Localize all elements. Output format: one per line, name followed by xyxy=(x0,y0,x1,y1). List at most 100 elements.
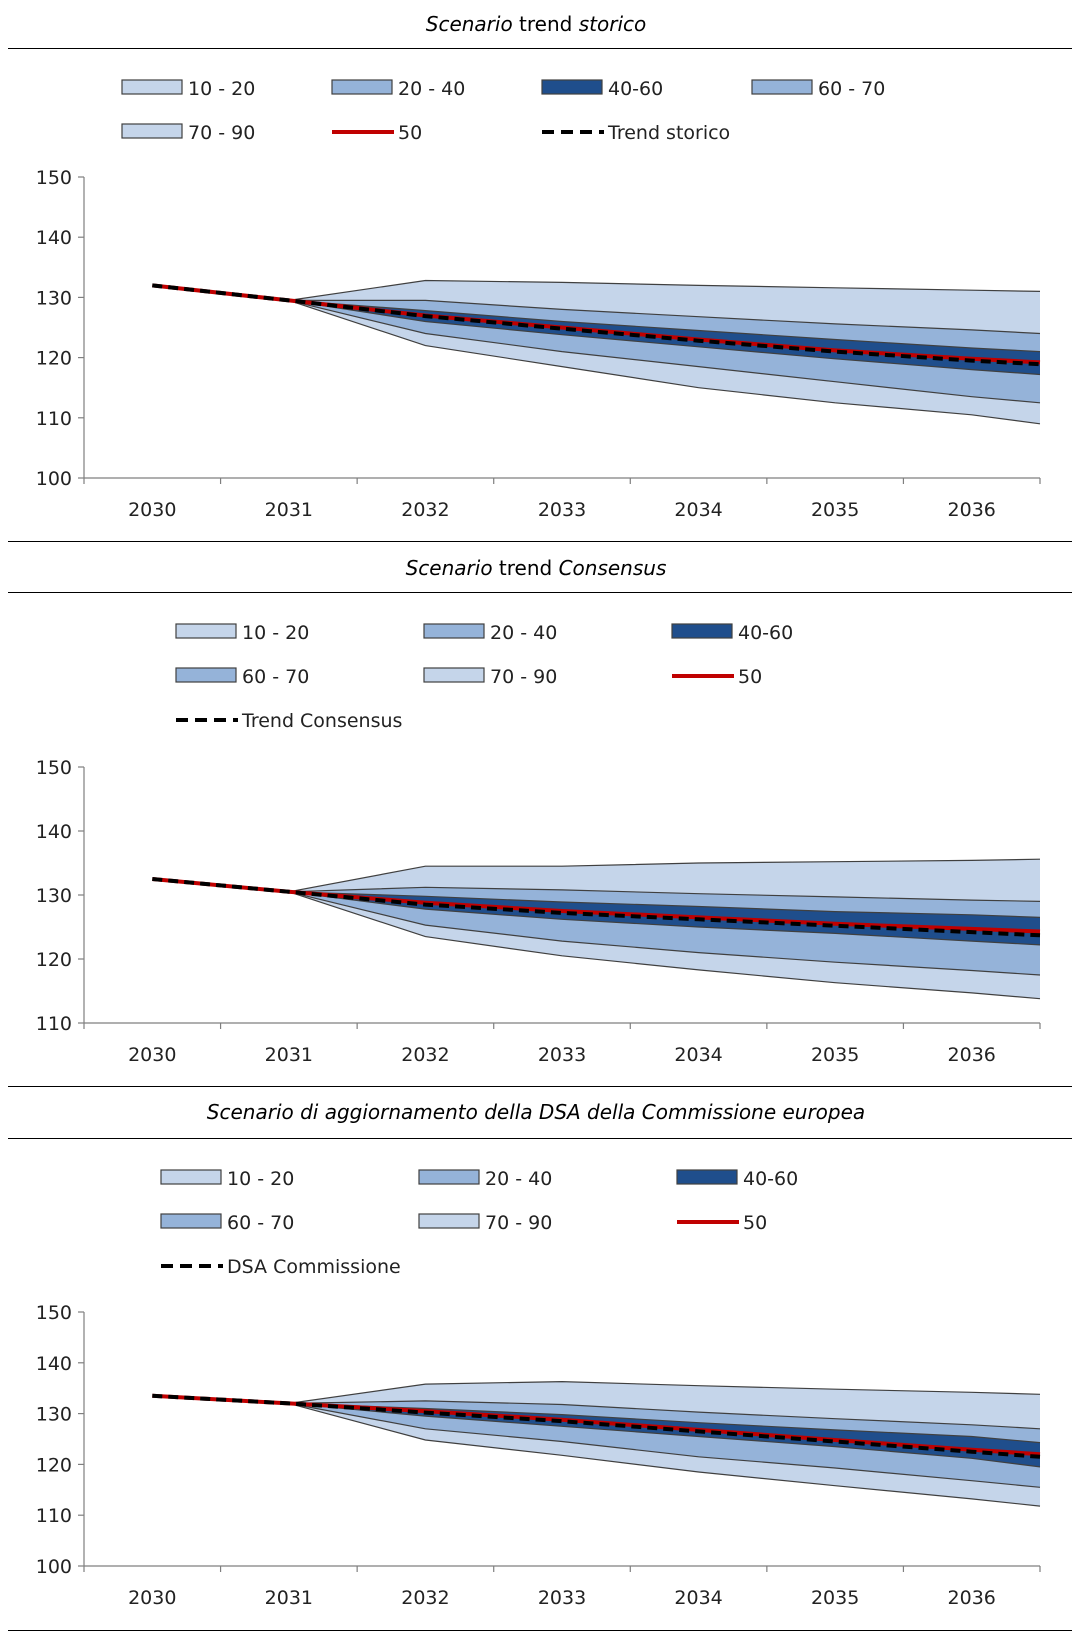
x-tick-label: 2036 xyxy=(948,1044,996,1066)
legend-label: 40-60 xyxy=(743,1168,798,1190)
y-tick-label: 100 xyxy=(36,468,72,490)
x-tick-label: 2034 xyxy=(674,1044,722,1066)
legend-swatch xyxy=(751,79,813,95)
legend-entry: 70 - 90 xyxy=(418,1212,552,1234)
band-edge xyxy=(288,299,1041,425)
x-tick-label: 2031 xyxy=(265,1044,313,1066)
legend-swatch xyxy=(331,79,393,95)
legend-swatch xyxy=(175,667,237,683)
fan-band xyxy=(288,1403,1040,1467)
fan-band xyxy=(288,891,1040,999)
legend-label: 60 - 70 xyxy=(242,666,309,688)
y-tick-label: 150 xyxy=(36,167,72,189)
legend-entry: 10 - 20 xyxy=(175,622,309,644)
legend-swatch xyxy=(423,667,485,683)
x-tick-label: 2031 xyxy=(265,1587,313,1609)
legend-entry: 40-60 xyxy=(671,622,793,644)
band-edge xyxy=(288,299,1041,335)
y-tick-label: 100 xyxy=(36,1556,72,1578)
trend-line xyxy=(152,283,1041,367)
y-tick-label: 130 xyxy=(36,1404,72,1426)
band-edge xyxy=(288,1402,1041,1507)
x-tick-label: 2036 xyxy=(948,499,996,521)
x-tick-label: 2032 xyxy=(401,1587,449,1609)
legend-label: 20 - 40 xyxy=(490,622,557,644)
x-tick-label: 2033 xyxy=(538,499,586,521)
legend-label: 60 - 70 xyxy=(227,1212,294,1234)
y-tick-label: 120 xyxy=(36,348,72,370)
x-tick-label: 2030 xyxy=(128,1587,176,1609)
x-tick-label: 2035 xyxy=(811,1044,859,1066)
x-tick-label: 2033 xyxy=(538,1044,586,1066)
fan-band xyxy=(288,1403,1040,1507)
x-tick-label: 2032 xyxy=(401,1044,449,1066)
legend-label: 10 - 20 xyxy=(188,78,255,100)
legend-entry: DSA Commissione xyxy=(161,1256,401,1278)
band-edge xyxy=(288,891,1041,946)
band-edge xyxy=(288,891,1041,918)
median-line xyxy=(152,1393,1041,1457)
band-edge xyxy=(288,1402,1041,1444)
fan-band xyxy=(288,891,1040,975)
legend-label: 40-60 xyxy=(738,622,793,644)
chart-title: Scenario trend storico xyxy=(425,12,647,36)
legend-swatch xyxy=(160,1213,222,1229)
legend-label: 50 xyxy=(743,1212,767,1234)
top-rule xyxy=(8,1138,1072,1139)
x-tick-label: 2035 xyxy=(811,1587,859,1609)
band-edge xyxy=(288,891,1041,976)
x-tick-label: 2032 xyxy=(401,499,449,521)
x-tick-label: 2034 xyxy=(674,1587,722,1609)
bottom-rule xyxy=(8,1086,1072,1087)
legend-label: 70 - 90 xyxy=(188,122,255,144)
chart-title: Scenario trend Consensus xyxy=(405,556,667,580)
legend-entry: 40-60 xyxy=(541,78,663,100)
legend-entry: 50 xyxy=(677,1212,767,1234)
fan-chart-storico: 10 - 20 20 - 40 40-60 60 - 70 70 - 90 50 Trend… xyxy=(36,78,1041,521)
y-tick-label: 130 xyxy=(36,885,72,907)
legend-swatch xyxy=(160,1169,222,1185)
legend-entry: 70 - 90 xyxy=(423,666,557,688)
y-tick-label: 150 xyxy=(36,757,72,779)
band-edge xyxy=(288,1380,1041,1404)
legend-label: 10 - 20 xyxy=(242,622,309,644)
y-tick-label: 140 xyxy=(36,821,72,843)
fan-band xyxy=(288,887,1040,918)
band-edge xyxy=(288,299,1041,404)
fan-band xyxy=(288,300,1040,424)
chart-title: Scenario di aggiornamento della DSA dell… xyxy=(206,1100,866,1124)
band-edge xyxy=(288,279,1041,301)
legend-entry: 70 - 90 xyxy=(121,122,255,144)
legend-swatch xyxy=(541,79,603,95)
trend-line xyxy=(152,877,1041,938)
y-tick-label: 140 xyxy=(36,227,72,249)
legend-entry: 60 - 70 xyxy=(175,666,309,688)
legend-label: Trend Consensus xyxy=(241,710,402,732)
band-edge xyxy=(288,1402,1041,1468)
legend-label: 20 - 40 xyxy=(398,78,465,100)
y-tick-label: 150 xyxy=(36,1302,72,1324)
legend-swatch xyxy=(121,79,183,95)
legend-entry: Trend storico xyxy=(542,122,730,144)
y-tick-label: 130 xyxy=(36,287,72,309)
legend-label: 50 xyxy=(738,666,762,688)
x-tick-label: 2035 xyxy=(811,499,859,521)
legend-label: 70 - 90 xyxy=(490,666,557,688)
legend-entry: 50 xyxy=(672,666,762,688)
bottom-rule xyxy=(8,541,1072,542)
fan-chart-consensus: 10 - 20 20 - 40 40-60 60 - 70 70 - 90 50 Trend… xyxy=(36,622,1041,1066)
top-rule xyxy=(8,592,1072,593)
legend-entry: 40-60 xyxy=(676,1168,798,1190)
legend-swatch xyxy=(676,1169,738,1185)
x-tick-label: 2033 xyxy=(538,1587,586,1609)
fan-band xyxy=(288,300,1040,352)
fan-band xyxy=(288,300,1040,403)
legend-label: DSA Commissione xyxy=(227,1256,401,1278)
legend-entry: 10 - 20 xyxy=(121,78,255,100)
legend-entry: 60 - 70 xyxy=(160,1212,294,1234)
legend-entry: 20 - 40 xyxy=(423,622,557,644)
y-tick-label: 110 xyxy=(36,1013,72,1035)
legend-swatch xyxy=(418,1213,480,1229)
fan-band xyxy=(288,859,1040,902)
